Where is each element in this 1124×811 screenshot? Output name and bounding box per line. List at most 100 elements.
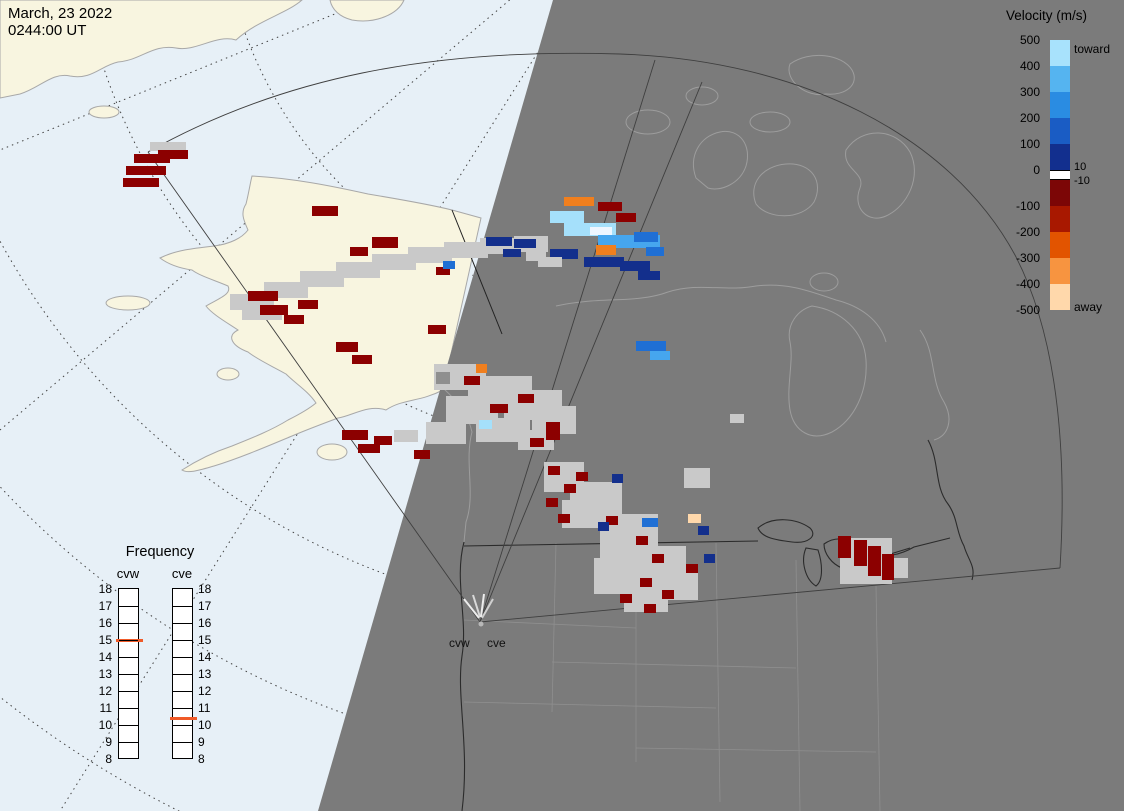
scatter-cell: [260, 305, 288, 315]
zero-lower-label: -10: [1074, 175, 1090, 187]
velocity-ticks: 500 400 300 200 100 0 -100 -200 -300 -400 -500: [1000, 33, 1046, 330]
velocity-side-labels: toward 10 -10 away: [1074, 40, 1124, 330]
scatter-cell: [464, 376, 480, 385]
freq-tick-label: 14: [198, 650, 212, 664]
velocity-tick-label: -100: [1015, 199, 1040, 213]
freq-tick-line: [173, 708, 192, 709]
freq-tick-line: [119, 640, 138, 641]
scatter-cell: [352, 355, 372, 364]
freq-tick-label: 16: [198, 616, 212, 630]
velocity-tick-label: 100: [1019, 137, 1040, 151]
scatter-cell: [644, 604, 656, 613]
freq-bar-cvw: [116, 588, 143, 759]
velocity-color-segment: [1050, 258, 1070, 284]
freq-tick-label: 11: [198, 701, 211, 715]
velocity-tick-label: 300: [1019, 85, 1040, 99]
scatter-cell: [576, 472, 588, 481]
scatter-cell: [606, 516, 618, 525]
scatter-cell: [558, 514, 570, 523]
freq-tick-line: [119, 657, 138, 658]
freq-tick-line: [173, 606, 192, 607]
velocity-tick-label: -200: [1015, 225, 1040, 239]
frequency-legend-title: Frequency: [125, 544, 195, 560]
velocity-color-segment: [1050, 284, 1070, 310]
scatter-cell: [514, 239, 536, 248]
scatter-cell: [336, 262, 380, 278]
freq-tick-line: [173, 742, 192, 743]
freq-tick-label: 12: [98, 684, 112, 698]
scatter-cell: [634, 232, 658, 242]
scatter-cell: [642, 518, 658, 527]
timestamp: March, 23 2022 0244:00 UT: [8, 5, 112, 40]
freq-tick-line: [119, 674, 138, 675]
scatter-cell: [688, 514, 701, 523]
radar-site-marker: [463, 593, 494, 627]
freq-tick-label: 9: [198, 735, 205, 749]
velocity-colorbar: [1050, 40, 1070, 310]
scatter-cell: [596, 245, 616, 255]
scatter-cell: [636, 341, 666, 351]
scatter-cell: [123, 178, 159, 187]
scatter-cell: [612, 474, 623, 483]
freq-tick-line: [173, 640, 192, 641]
velocity-legend: Velocity (m/s) 500 400 300 200 100 0 -100 -200 -…: [1000, 8, 1124, 332]
scatter-cell: [546, 422, 560, 440]
velocity-color-segment: [1050, 144, 1070, 170]
scatter-cell: [336, 342, 358, 352]
scatter-cell: [312, 206, 338, 216]
scatter-cell: [428, 325, 446, 334]
velocity-tick-label: 500: [1019, 33, 1040, 47]
freq-tick-label: 10: [198, 718, 212, 732]
freq-tick-line: [119, 606, 138, 607]
freq-column-label-cvw: cvw: [116, 566, 140, 581]
scatter-cell: [704, 554, 715, 563]
scatter-cell: [662, 590, 674, 599]
scatter-cell: [646, 247, 664, 256]
time-text: 0244:00 UT: [8, 22, 87, 40]
scatter-cell: [684, 468, 710, 488]
velocity-legend-title: Velocity (m/s): [1006, 8, 1088, 23]
lake-michigan: [803, 547, 823, 587]
scatter-cell: [548, 466, 560, 475]
scatter-cell: [686, 564, 698, 573]
scatter-cell: [284, 315, 304, 324]
velocity-color-segment: [1050, 118, 1070, 144]
scatter-cell: [598, 522, 609, 531]
freq-tick-label: 17: [98, 599, 112, 613]
velocity-tick-label: 400: [1019, 59, 1040, 73]
lake-superior: [757, 519, 814, 543]
freq-tick-label: 16: [98, 616, 112, 630]
scatter-cell: [868, 546, 881, 576]
freq-tick-line: [119, 623, 138, 624]
scatter-cell: [298, 300, 318, 309]
freq-bar-cve: [170, 588, 197, 759]
radar-site-label-cve: cve: [487, 636, 506, 650]
toward-label: toward: [1074, 42, 1111, 56]
scatter-cell: [546, 498, 558, 507]
scatter-cell: [443, 261, 455, 269]
scatter-cell: [358, 444, 380, 453]
scatter-cell: [616, 213, 636, 222]
scatter-cell: [638, 271, 660, 280]
scatter-cell: [620, 594, 632, 603]
night-region: [318, 0, 1124, 811]
freq-tick-line: [173, 657, 192, 658]
west-coast: [459, 541, 466, 811]
scatter-cell: [490, 404, 508, 413]
scatter-cell: [414, 450, 430, 459]
radar-site-label-cvw: cvw: [449, 636, 470, 650]
freq-tick-label: 17: [198, 599, 212, 613]
velocity-color-segment: [1050, 206, 1070, 232]
land-wrangel: [329, 0, 405, 22]
freq-tick-label: 18: [198, 582, 212, 596]
scatter-cell: [126, 166, 166, 175]
scatter-cell: [640, 578, 652, 587]
scatter-cell: [394, 430, 418, 442]
land-alaska: [159, 175, 482, 473]
freq-tick-label: 15: [198, 633, 212, 647]
scatter-cell: [408, 247, 452, 263]
freq-tick-label: 14: [98, 650, 112, 664]
scatter-cell: [444, 242, 488, 258]
away-label: away: [1074, 300, 1103, 314]
